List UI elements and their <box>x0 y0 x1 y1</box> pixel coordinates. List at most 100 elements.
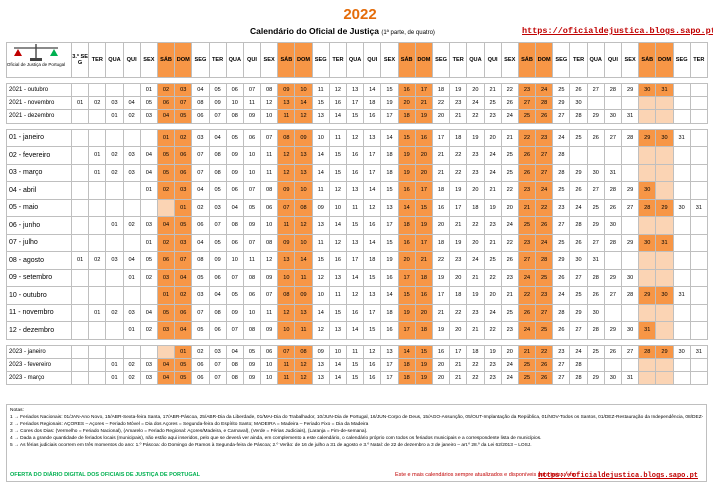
day-cell: 21 <box>431 163 451 183</box>
day-cell: 27 <box>569 321 588 340</box>
day-cell: 04 <box>174 321 193 340</box>
day-cell <box>672 370 691 386</box>
footer-url-link[interactable]: https://oficialdejustica.blogs.sapo.pt <box>538 472 698 480</box>
day-cell: 14 <box>311 146 330 165</box>
day-cell: 18 <box>397 109 416 124</box>
day-cell: 03 <box>122 146 141 165</box>
day-cell: 02 <box>105 146 124 165</box>
day-cell: 11 <box>345 344 365 359</box>
day-cell: 18 <box>466 344 485 359</box>
day-cell: 04 <box>225 344 244 359</box>
day-cell: 24 <box>483 303 502 323</box>
day-cell: 24 <box>466 251 485 270</box>
day-cell: 25 <box>552 233 571 253</box>
subtitle-part: (1ª parte, de quatro) <box>381 30 435 36</box>
day-cell: 12 <box>260 96 279 111</box>
day-cell: 20 <box>466 82 485 98</box>
day-cell <box>689 128 708 148</box>
day-cell: 08 <box>277 128 296 148</box>
day-cell: 05 <box>156 146 176 165</box>
day-cell: 12 <box>311 268 330 288</box>
day-cell: 06 <box>174 303 193 323</box>
day-cell <box>620 163 640 183</box>
day-cell: 08 <box>191 251 210 270</box>
day-cell: 22 <box>500 233 519 253</box>
day-cell: 24 <box>483 146 502 165</box>
day-cell: 20 <box>500 344 519 359</box>
day-cell <box>638 96 657 111</box>
day-cell <box>689 251 708 270</box>
day-cell: 20 <box>466 181 485 200</box>
day-cell: 18 <box>431 82 451 98</box>
day-cell <box>672 321 691 340</box>
day-cell: 13 <box>345 233 365 253</box>
day-cell <box>70 370 90 386</box>
day-cell: 21 <box>466 268 485 288</box>
weekday-header: SEG <box>311 42 330 78</box>
day-cell <box>586 96 605 111</box>
month-label: 2021 - outubro <box>6 82 72 98</box>
day-cell: 29 <box>655 344 674 359</box>
day-cell: 08 <box>260 233 279 253</box>
day-cell <box>70 321 90 340</box>
day-cell: 22 <box>500 181 519 200</box>
day-cell: 03 <box>105 96 124 111</box>
day-cell: 06 <box>242 286 262 305</box>
day-cell: 29 <box>638 128 657 148</box>
day-cell: 30 <box>569 96 588 111</box>
day-cell: 28 <box>569 357 588 372</box>
day-cell <box>672 109 691 124</box>
day-cell: 02 <box>174 128 193 148</box>
day-cell: 17 <box>414 181 433 200</box>
weekday-header: TER <box>88 42 107 78</box>
day-cell <box>122 286 141 305</box>
day-cell: 30 <box>638 233 657 253</box>
day-cell: 08 <box>208 163 227 183</box>
day-cell: 01 <box>88 163 107 183</box>
day-cell: 01 <box>70 96 90 111</box>
weekday-header: SEX <box>139 42 158 78</box>
day-cell: 13 <box>311 216 330 235</box>
day-cell: 18 <box>414 268 433 288</box>
note-local: 4 → Dada a grande quantidade de feriados… <box>10 436 542 441</box>
day-cell: 27 <box>620 198 640 218</box>
weekday-header: SEX <box>620 42 640 78</box>
month-row: 02 - fevereiro 01 02 03 04 05 06 07 08 09 10 11 12 13… <box>6 146 708 165</box>
day-cell: 29 <box>586 370 605 386</box>
month-row: 03 - março 01 02 03 04 05 06 07 08 09 10 11 12 13 14 15… <box>6 163 708 183</box>
day-cell: 14 <box>363 233 382 253</box>
day-cell: 01 <box>105 216 124 235</box>
month-label: 2023 - janeiro <box>6 344 72 359</box>
day-cell: 10 <box>242 146 262 165</box>
day-cell: 28 <box>620 128 640 148</box>
day-cell: 28 <box>552 163 571 183</box>
day-cell <box>620 96 640 111</box>
day-cell: 19 <box>466 128 485 148</box>
day-cell: 25 <box>517 370 537 386</box>
weekday-header: SÁB <box>397 42 416 78</box>
month-label: 01 - janeiro <box>6 128 72 148</box>
month-row: 2023 - janeiro 01 02 03 04 05 06 07 08 09 10 11 12 13… <box>6 344 708 359</box>
day-cell: 02 <box>156 181 176 200</box>
day-cell <box>689 233 708 253</box>
day-cell <box>122 181 141 200</box>
day-cell: 14 <box>397 198 416 218</box>
day-cell: 21 <box>431 303 451 323</box>
day-cell: 22 <box>483 268 502 288</box>
month-row: 08 - agosto 01 02 03 04 05 06 07 08 09 10 11 12 13 14 1… <box>6 251 708 270</box>
day-cell: 26 <box>535 216 554 235</box>
day-cell: 13 <box>345 82 365 98</box>
weekday-header: QUA <box>105 42 124 78</box>
day-cell: 25 <box>517 216 537 235</box>
day-cell <box>655 370 674 386</box>
day-cell <box>672 216 691 235</box>
day-cell: 04 <box>208 128 227 148</box>
month-label: 11 - novembro <box>6 303 72 323</box>
day-cell: 26 <box>603 344 623 359</box>
day-cell: 11 <box>277 357 296 372</box>
day-cell <box>105 268 124 288</box>
day-cell: 28 <box>552 303 571 323</box>
day-cell: 20 <box>483 128 502 148</box>
day-cell: 26 <box>500 96 519 111</box>
blog-url-link[interactable]: https://oficialdejustica.blogs.sapo.pt <box>522 26 713 36</box>
